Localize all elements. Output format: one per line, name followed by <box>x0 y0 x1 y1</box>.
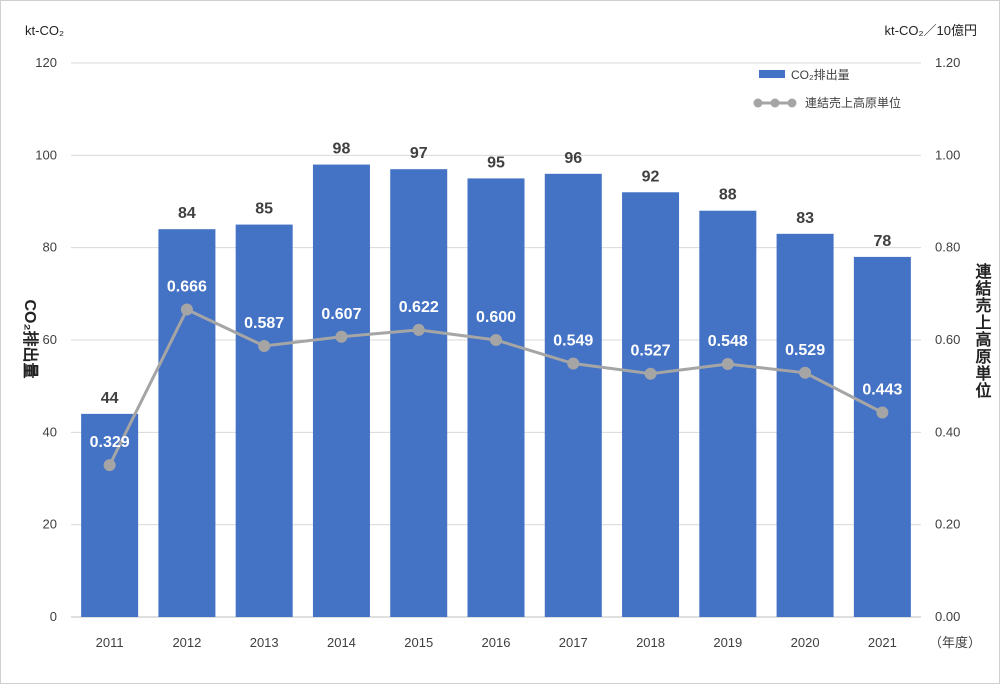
left-tick-label: 120 <box>35 55 57 70</box>
right-tick-label: 0.60 <box>935 332 960 347</box>
line-value-label: 0.549 <box>553 333 593 350</box>
line-value-label: 0.622 <box>399 299 439 316</box>
line-value-label: 0.607 <box>321 306 361 323</box>
x-tick-label: 2021 <box>868 635 897 650</box>
x-tick-label: 2019 <box>713 635 742 650</box>
bar-value-label: 98 <box>333 141 351 158</box>
left-tick-label: 100 <box>35 147 57 162</box>
bar-series <box>81 164 911 618</box>
x-tick-label: 2012 <box>172 635 201 650</box>
right-axis-title: 連結売上高原単位 <box>973 262 992 399</box>
line-point <box>490 334 502 346</box>
x-tick-label: 2020 <box>791 635 820 650</box>
left-tick-label: 40 <box>43 424 57 439</box>
line-value-label: 0.600 <box>476 309 516 326</box>
bar-value-label: 92 <box>642 168 660 185</box>
right-tick-label: 0.80 <box>935 240 960 255</box>
bar <box>776 233 834 618</box>
right-axis-unit: kt-CO₂／10億円 <box>885 23 977 38</box>
x-tick-label: 2014 <box>327 635 356 650</box>
x-tick-label: 2016 <box>482 635 511 650</box>
line-value-label: 0.587 <box>244 315 284 332</box>
bar-value-label: 83 <box>796 210 814 227</box>
bar <box>622 192 680 617</box>
legend-marker-2 <box>770 98 780 108</box>
line-point <box>335 330 348 343</box>
left-tick-label: 0 <box>50 609 57 624</box>
bar-value-label: 97 <box>410 145 428 162</box>
x-tick-label: 2013 <box>250 635 279 650</box>
line-point <box>876 406 889 419</box>
bar-value-label: 85 <box>255 201 273 218</box>
bar <box>158 229 216 617</box>
line-point <box>721 358 734 371</box>
left-tick-label: 20 <box>43 517 57 532</box>
line-point <box>412 323 425 336</box>
legend: CO₂排出量 連結売上高原単位 <box>753 68 901 110</box>
bar <box>699 210 757 617</box>
x-tick-label: 2018 <box>636 635 665 650</box>
right-tick-label: 1.20 <box>935 55 960 70</box>
bar-value-label: 44 <box>101 390 119 407</box>
bar <box>544 173 602 618</box>
bar <box>467 178 525 617</box>
left-tick-label: 80 <box>43 240 57 255</box>
line-series <box>103 303 889 472</box>
legend-label-bar: CO₂排出量 <box>791 68 850 82</box>
line-point <box>644 367 657 380</box>
legend-label-line: 連結売上高原単位 <box>805 95 901 110</box>
x-tick-label: 2011 <box>96 635 124 650</box>
line-point <box>799 366 812 379</box>
bar-value-label: 95 <box>487 154 505 171</box>
line-value-label: 0.443 <box>862 381 902 398</box>
x-tick-label: 2015 <box>404 635 433 650</box>
bar <box>312 164 370 618</box>
line-value-label: 0.666 <box>167 279 207 296</box>
line-value-label: 0.329 <box>90 434 130 451</box>
line-point <box>103 459 116 472</box>
bar-value-label: 78 <box>873 233 891 250</box>
bar <box>853 256 911 617</box>
line-value-label: 0.548 <box>708 333 748 350</box>
legend-marker-1 <box>753 98 763 108</box>
bar <box>81 413 139 617</box>
bar-value-label: 96 <box>564 150 582 167</box>
axes: kt-CO₂ kt-CO₂／10億円 （年度） CO₂排出量 連結売上高原単位 … <box>21 23 992 650</box>
line-point <box>180 303 193 316</box>
x-axis-unit: （年度） <box>929 635 981 650</box>
bar-value-label: 84 <box>178 205 196 222</box>
line-point <box>567 357 580 370</box>
right-tick-label: 1.00 <box>935 147 960 162</box>
left-axis-title: CO₂排出量 <box>21 299 40 378</box>
line-point <box>258 340 271 353</box>
bar <box>390 169 448 617</box>
line-value-label: 0.527 <box>631 343 671 360</box>
legend-swatch-bar <box>759 70 785 78</box>
data-labels: 44 84 85 98 97 95 96 92 88 83 78 0.329 0.666 0.587 0.6… <box>90 141 903 452</box>
right-tick-label: 0.40 <box>935 424 960 439</box>
legend-marker-3 <box>787 98 797 108</box>
right-tick-label: 0.00 <box>935 609 960 624</box>
bar <box>235 224 293 618</box>
right-tick-label: 0.20 <box>935 517 960 532</box>
left-tick-label: 60 <box>43 332 57 347</box>
x-tick-label: 2017 <box>559 635 588 650</box>
left-axis-unit: kt-CO₂ <box>25 23 64 38</box>
bar-value-label: 88 <box>719 187 737 204</box>
line-value-label: 0.529 <box>785 342 825 359</box>
